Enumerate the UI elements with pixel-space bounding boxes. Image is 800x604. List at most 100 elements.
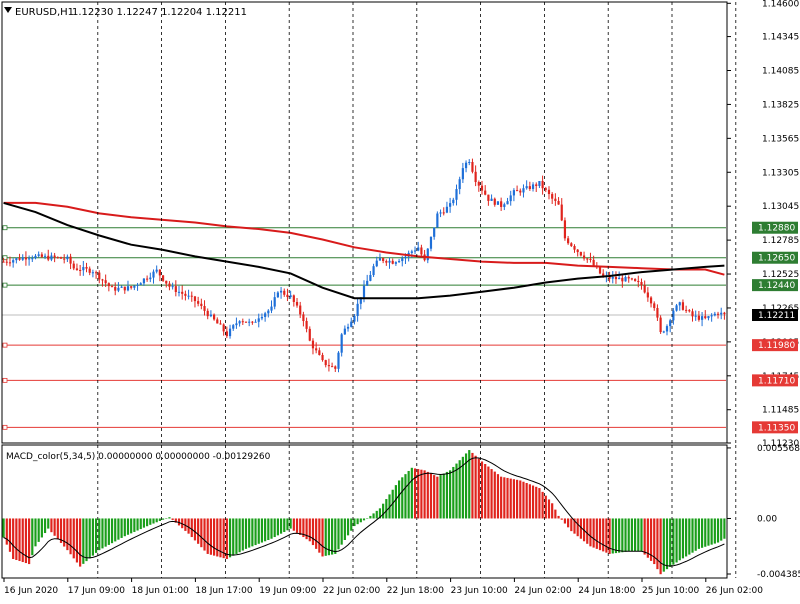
candle[interactable] <box>139 282 142 285</box>
candle[interactable] <box>716 311 720 319</box>
candle[interactable] <box>449 197 452 213</box>
candle[interactable] <box>130 285 133 290</box>
candle[interactable] <box>75 263 79 271</box>
candle[interactable] <box>193 295 197 308</box>
candle[interactable] <box>621 273 624 288</box>
candle[interactable] <box>688 309 691 313</box>
candle[interactable] <box>519 188 522 196</box>
candle[interactable] <box>461 162 464 183</box>
candle[interactable] <box>241 318 244 325</box>
candle[interactable] <box>391 258 394 265</box>
candle[interactable] <box>634 278 637 282</box>
candle[interactable] <box>321 352 324 362</box>
candle[interactable] <box>101 278 104 287</box>
candle[interactable] <box>640 278 643 290</box>
candle[interactable] <box>503 202 506 211</box>
candle[interactable] <box>63 254 66 264</box>
candle[interactable] <box>675 303 678 312</box>
level-line-handle[interactable] <box>2 377 8 383</box>
candle[interactable] <box>187 289 190 300</box>
candle[interactable] <box>382 257 385 264</box>
candle[interactable] <box>56 256 59 259</box>
candle[interactable] <box>576 248 579 257</box>
candle[interactable] <box>117 282 120 293</box>
candle[interactable] <box>471 158 474 174</box>
candle[interactable] <box>69 253 72 270</box>
candle[interactable] <box>267 309 270 318</box>
candle[interactable] <box>40 252 43 258</box>
candle[interactable] <box>327 358 331 372</box>
candle[interactable] <box>710 313 713 322</box>
candle[interactable] <box>541 175 544 195</box>
candle[interactable] <box>589 252 592 263</box>
candle[interactable] <box>442 207 445 216</box>
candle[interactable] <box>104 274 107 288</box>
candle[interactable] <box>493 197 496 207</box>
candle[interactable] <box>120 285 123 289</box>
candle[interactable] <box>624 275 627 282</box>
candle[interactable] <box>662 330 665 334</box>
candle[interactable] <box>72 260 75 271</box>
candle[interactable] <box>531 182 535 192</box>
candle[interactable] <box>334 365 337 372</box>
candle[interactable] <box>455 184 458 206</box>
candle[interactable] <box>353 313 356 325</box>
candle[interactable] <box>66 254 69 263</box>
candle[interactable] <box>12 258 15 268</box>
candle[interactable] <box>225 326 228 339</box>
candle[interactable] <box>694 310 697 321</box>
candle[interactable] <box>669 318 672 333</box>
candle[interactable] <box>394 261 397 266</box>
candle[interactable] <box>490 194 493 201</box>
candle[interactable] <box>53 252 56 263</box>
candle[interactable] <box>31 255 34 262</box>
candle[interactable] <box>98 270 101 284</box>
candle[interactable] <box>707 315 710 321</box>
candle[interactable] <box>254 319 257 323</box>
candle[interactable] <box>299 301 302 319</box>
candle[interactable] <box>672 308 675 325</box>
candle[interactable] <box>496 201 500 205</box>
candle[interactable] <box>429 236 433 252</box>
candle[interactable] <box>480 180 484 195</box>
candle[interactable] <box>264 311 267 322</box>
candle[interactable] <box>665 324 669 336</box>
candle[interactable] <box>723 311 726 320</box>
candle[interactable] <box>570 242 573 247</box>
candle[interactable] <box>244 321 248 323</box>
candle[interactable] <box>544 186 547 193</box>
candle[interactable] <box>2 257 5 263</box>
candle[interactable] <box>206 308 209 320</box>
candle[interactable] <box>295 297 299 308</box>
candle[interactable] <box>190 291 193 302</box>
candle[interactable] <box>5 258 8 266</box>
candle[interactable] <box>184 290 187 301</box>
candle[interactable] <box>343 325 346 335</box>
candle[interactable] <box>378 253 382 261</box>
candle[interactable] <box>551 192 554 204</box>
candle[interactable] <box>235 317 238 329</box>
candle[interactable] <box>713 311 716 317</box>
candle[interactable] <box>276 291 279 299</box>
level-line-handle[interactable] <box>2 282 8 288</box>
candle[interactable] <box>423 249 426 262</box>
candle[interactable] <box>538 180 541 189</box>
level-line-handle[interactable] <box>2 424 8 430</box>
candle[interactable] <box>37 251 40 258</box>
candle[interactable] <box>372 263 375 277</box>
candle[interactable] <box>8 256 12 267</box>
candle[interactable] <box>318 347 321 356</box>
candle[interactable] <box>522 184 525 198</box>
candle[interactable] <box>283 288 286 297</box>
candle[interactable] <box>700 311 704 327</box>
candle[interactable] <box>560 198 563 222</box>
candle[interactable] <box>155 265 158 274</box>
candle[interactable] <box>646 287 649 302</box>
candle[interactable] <box>107 282 110 292</box>
candle[interactable] <box>209 310 213 318</box>
candle[interactable] <box>174 280 177 297</box>
candle[interactable] <box>704 310 707 320</box>
candle[interactable] <box>270 300 273 314</box>
candle[interactable] <box>685 305 688 313</box>
candle[interactable] <box>114 282 117 296</box>
